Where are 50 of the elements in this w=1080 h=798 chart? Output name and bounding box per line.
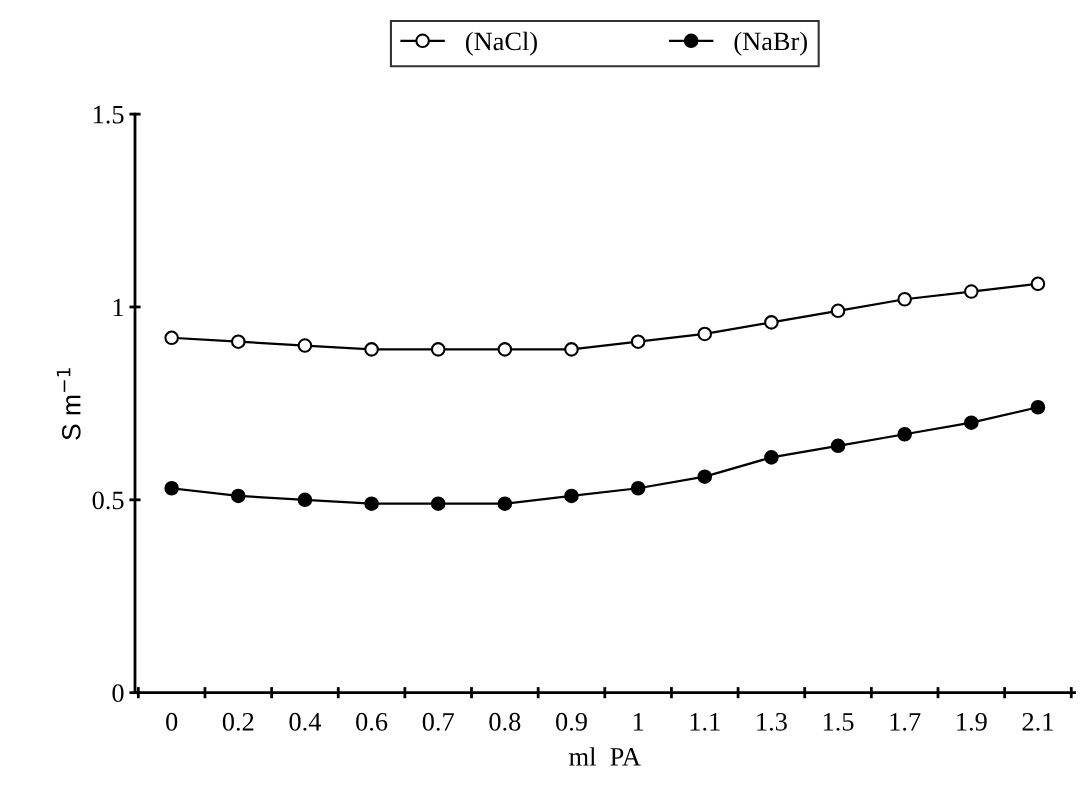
x-axis-title: ml PA [569, 747, 641, 766]
point [830, 438, 846, 454]
point [297, 338, 313, 353]
y-tick-label: 0.5 [92, 491, 124, 510]
x-tick-label: 1.1 [690, 713, 720, 731]
point [830, 303, 846, 319]
point [231, 488, 246, 504]
y-axis-title: S m$^{−1}$ [56, 368, 81, 440]
point [297, 492, 313, 508]
x-tick-label: 1 [633, 713, 644, 731]
legend-label: (NaBr) [734, 31, 807, 56]
point [764, 315, 779, 330]
point [697, 326, 713, 342]
x-tick-label: 0.9 [555, 712, 587, 731]
point [697, 469, 713, 484]
point [630, 334, 646, 349]
x-tick-label: 0.2 [222, 712, 254, 731]
point [364, 496, 379, 511]
point [897, 291, 912, 307]
x-tick-label: 0.8 [489, 712, 521, 731]
x-tick-label: 1.3 [757, 712, 787, 731]
point [897, 426, 912, 442]
x-tick-label: 0 [166, 712, 178, 731]
point [630, 480, 646, 496]
x-tick-label: 0.6 [356, 712, 388, 731]
y-tick-label: 1 [113, 298, 123, 317]
point [164, 480, 179, 496]
x-tick-label: 1.5 [823, 713, 854, 731]
point [430, 342, 446, 357]
x-tick-label: 1.7 [890, 713, 921, 731]
point [430, 496, 446, 511]
point [564, 488, 579, 504]
y-tick-label: 1.5 [93, 105, 124, 124]
point [497, 342, 513, 357]
point [1030, 276, 1046, 292]
legend-label: (NaCl) [465, 31, 537, 56]
point [1030, 399, 1046, 415]
x-tick-label: 2.1 [1022, 712, 1053, 731]
x-tick-label: 1.9 [957, 712, 987, 731]
point [764, 450, 779, 465]
point [364, 342, 379, 357]
point [964, 415, 979, 430]
x-tick-label: 0.4 [289, 712, 322, 731]
x-tick-label: 0.7 [422, 712, 454, 731]
point [497, 496, 513, 511]
point [231, 334, 246, 349]
point [164, 330, 179, 346]
point [964, 284, 979, 299]
point [564, 342, 579, 357]
y-tick-label: 0 [112, 684, 124, 703]
